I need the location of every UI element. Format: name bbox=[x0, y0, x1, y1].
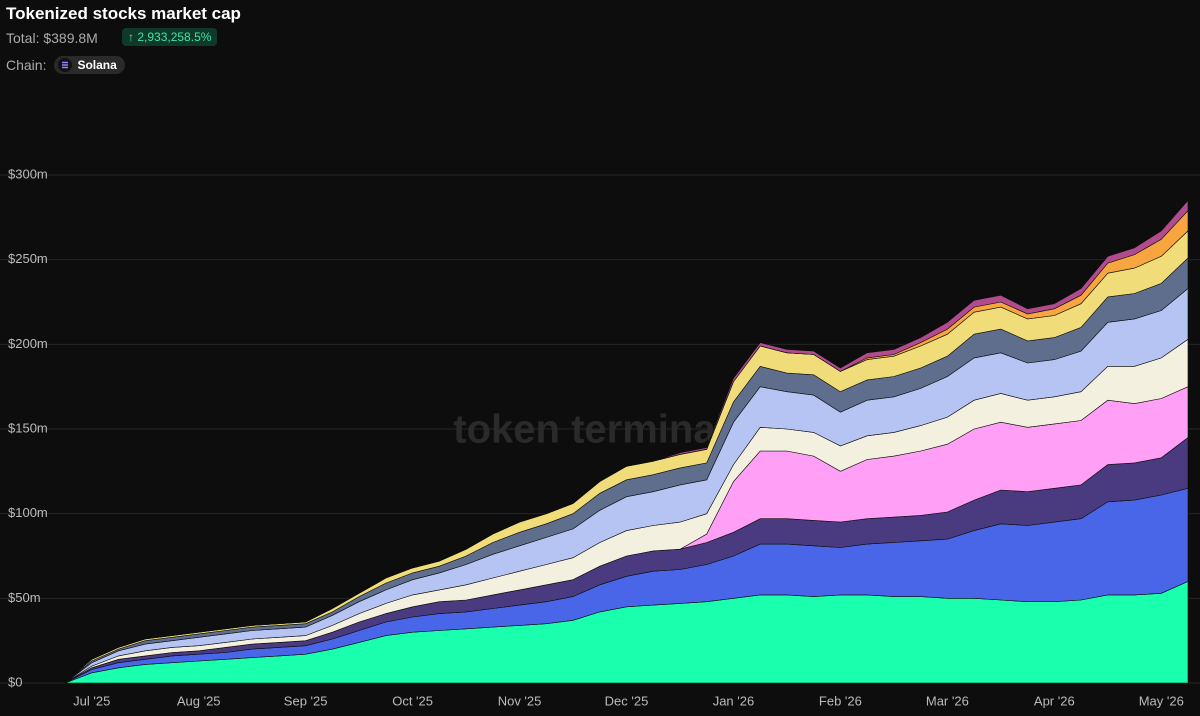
y-tick-label: $0 bbox=[8, 674, 22, 689]
x-tick-label: Jan '26 bbox=[713, 693, 755, 708]
total: Total: $389.8M bbox=[6, 30, 98, 46]
x-tick-label: Nov '25 bbox=[498, 693, 542, 708]
chain-label: Chain: bbox=[6, 57, 47, 73]
y-tick-label: $300m bbox=[8, 166, 48, 181]
x-tick-label: Oct '25 bbox=[392, 693, 433, 708]
arrow-icon: ↑ bbox=[128, 30, 138, 44]
change-badge: ↑ 2,933,258.5% bbox=[122, 28, 218, 46]
chain-row: Chain: Solana bbox=[6, 56, 125, 74]
y-tick-label: $200m bbox=[8, 336, 48, 351]
x-tick-label: Jul '25 bbox=[73, 693, 110, 708]
solana-icon bbox=[58, 58, 73, 72]
x-tick-label: Feb '26 bbox=[819, 693, 862, 708]
x-tick-label: May '26 bbox=[1139, 693, 1184, 708]
x-tick-label: Aug '25 bbox=[177, 693, 221, 708]
chain: Solana bbox=[77, 58, 117, 72]
area bbox=[64, 199, 1189, 684]
y-tick-label: $150m bbox=[8, 420, 48, 435]
x-tick-label: Dec '25 bbox=[605, 693, 649, 708]
chain-chip[interactable]: Solana bbox=[54, 56, 125, 74]
change: 2,933,258.5% bbox=[137, 30, 212, 44]
title: Tokenized stocks market cap bbox=[6, 4, 241, 23]
x-tick-label: Mar '26 bbox=[926, 693, 969, 708]
x-tick-label: Apr '26 bbox=[1034, 693, 1075, 708]
y-tick-label: $250m bbox=[8, 251, 48, 266]
x-tick-label: Sep '25 bbox=[284, 693, 328, 708]
y-tick-label: $100m bbox=[8, 505, 48, 520]
y-tick-label: $50m bbox=[8, 590, 41, 605]
watermark: token terminal bbox=[453, 408, 726, 452]
